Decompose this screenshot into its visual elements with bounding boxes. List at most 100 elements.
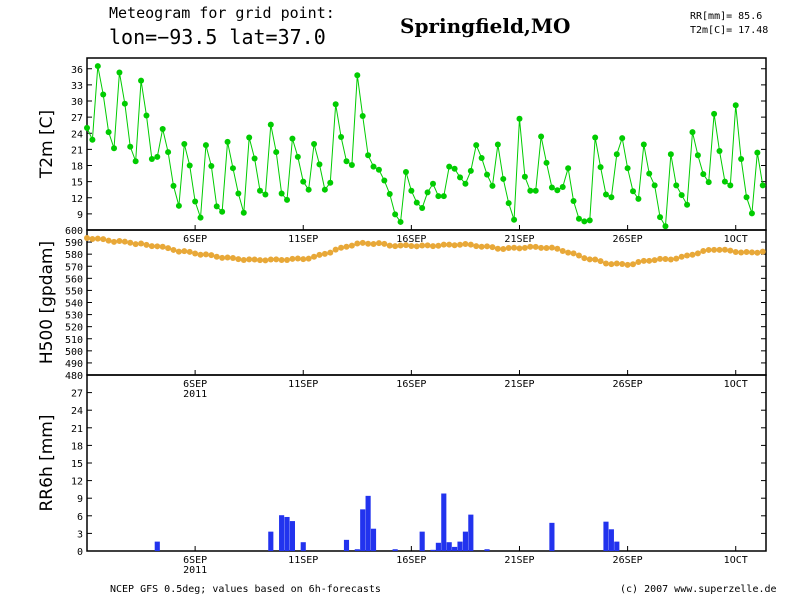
data-point — [581, 255, 588, 262]
data-point — [494, 141, 501, 148]
data-point — [478, 154, 485, 161]
data-point — [554, 187, 561, 194]
data-point — [246, 256, 253, 263]
x-tick-label: 1OCT — [724, 379, 748, 390]
current-temp-stat: T2m[C]= 17.48 — [690, 25, 769, 36]
data-point — [640, 257, 647, 264]
data-point — [370, 163, 377, 170]
y-tick-label: 560 — [65, 274, 83, 285]
data-point — [116, 237, 123, 244]
data-point — [321, 186, 328, 193]
location-name: Springfield,MO — [400, 14, 571, 38]
y-tick-label: 18 — [71, 162, 83, 173]
y-tick-label: 0 — [77, 547, 83, 558]
y-tick-label: 520 — [65, 323, 83, 334]
data-point — [294, 255, 301, 262]
data-point — [348, 242, 355, 249]
data-point — [678, 192, 685, 199]
data-point — [154, 153, 161, 160]
data-point — [343, 158, 350, 165]
data-point — [559, 184, 566, 190]
data-point — [397, 218, 404, 225]
data-point — [673, 255, 680, 262]
data-point — [467, 241, 474, 248]
data-point — [721, 178, 728, 185]
data-point — [446, 241, 453, 248]
data-point — [413, 243, 420, 250]
data-point — [462, 241, 469, 248]
data-point — [538, 244, 545, 251]
data-point — [678, 253, 685, 260]
data-point — [175, 202, 182, 209]
data-point — [586, 217, 593, 224]
y-tick-label: 24 — [71, 129, 83, 140]
precip-bar — [419, 531, 425, 551]
data-point — [478, 243, 485, 250]
data-point — [646, 257, 653, 264]
data-point — [181, 248, 188, 255]
data-point — [408, 242, 415, 249]
data-point — [500, 245, 507, 252]
panel-frame — [86, 374, 767, 552]
data-point — [127, 143, 134, 150]
model-source-note: NCEP GFS 0.5deg; values based on 6h-fore… — [110, 584, 381, 595]
y-tick-label: 12 — [71, 194, 83, 205]
data-point — [511, 244, 518, 251]
data-point — [311, 253, 318, 260]
data-point — [300, 178, 307, 185]
data-point — [732, 102, 739, 109]
data-point — [516, 115, 523, 122]
data-point — [348, 161, 355, 168]
data-point — [689, 251, 696, 258]
x-tick-label: 6SEP — [183, 234, 207, 245]
data-point — [581, 218, 588, 225]
precip-bar — [289, 521, 295, 551]
y-tick-label: 3 — [77, 529, 83, 540]
precip-bar — [468, 514, 474, 551]
data-point — [365, 240, 372, 247]
data-point — [251, 256, 258, 263]
data-point — [424, 189, 431, 196]
data-point — [381, 177, 388, 184]
data-point — [100, 91, 107, 98]
data-point — [165, 149, 172, 156]
data-point — [186, 248, 193, 255]
data-point — [435, 193, 442, 200]
data-point — [381, 240, 388, 247]
data-point — [267, 121, 274, 128]
data-point — [624, 165, 631, 172]
data-point — [316, 251, 323, 258]
precip-bar — [300, 542, 306, 551]
data-point — [300, 256, 307, 263]
data-point — [94, 235, 101, 242]
data-point — [759, 182, 766, 189]
data-point — [256, 187, 263, 194]
data-point — [429, 180, 436, 187]
precip-bar — [484, 549, 490, 551]
data-point — [127, 239, 134, 246]
data-point — [565, 165, 572, 172]
data-point — [559, 248, 566, 255]
data-point — [111, 238, 118, 245]
data-point — [278, 256, 285, 263]
data-point — [451, 165, 458, 172]
x-tick-label: 2011 — [183, 565, 207, 576]
panel-frame — [86, 57, 767, 231]
meteogram-title: Meteogram for grid point: — [109, 4, 335, 22]
y-tick-label: 480 — [65, 371, 83, 382]
data-point — [338, 134, 345, 141]
y-tick-label: 490 — [65, 359, 83, 370]
data-point — [419, 204, 426, 211]
grid-point-coordinates: lon=−93.5 lat=37.0 — [109, 25, 326, 49]
data-point — [402, 242, 409, 249]
data-point — [240, 256, 247, 263]
data-point — [694, 250, 701, 257]
data-point — [473, 142, 480, 149]
y-tick-label: 9 — [77, 494, 83, 505]
data-point — [278, 190, 285, 197]
data-point — [754, 149, 761, 156]
precip-bar — [446, 542, 452, 551]
precip-bar — [279, 515, 285, 551]
data-point — [619, 260, 626, 267]
data-point — [289, 255, 296, 262]
